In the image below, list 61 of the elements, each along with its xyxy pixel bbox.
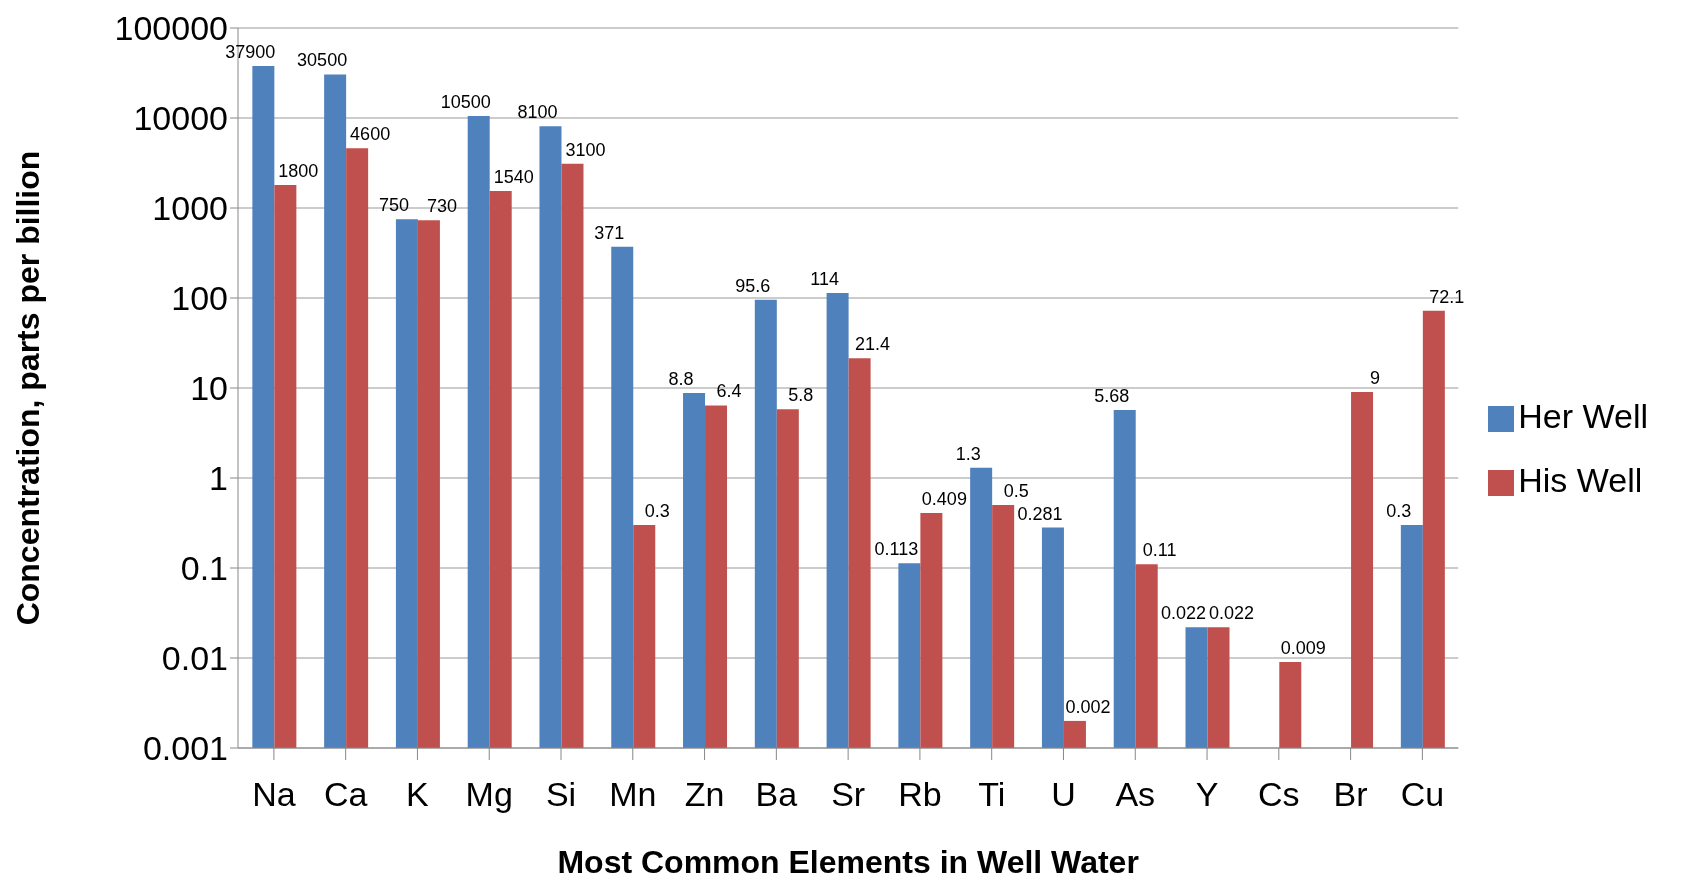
x-tick-label: U	[1051, 775, 1076, 814]
data-label: 0.3	[1386, 501, 1412, 522]
y-tick-label: 10	[190, 369, 228, 408]
x-tick-label: K	[406, 775, 430, 814]
data-label: 0.022	[1160, 603, 1207, 624]
data-label: 0.5	[1003, 481, 1029, 502]
x-tick-label: Sr	[831, 775, 866, 814]
x-tick-label: Ba	[755, 775, 798, 814]
data-label: 1.3	[955, 443, 981, 464]
x-tick-label: Y	[1195, 775, 1219, 814]
x-tick-label: Br	[1333, 775, 1368, 814]
data-label: 72.1	[1429, 286, 1465, 307]
y-tick-label: 10000	[133, 99, 228, 138]
y-tick-label: 1	[209, 459, 228, 498]
y-axis-title: Concentration, parts per billion	[10, 150, 47, 626]
data-label: 3100	[565, 139, 606, 160]
data-label: 9	[1370, 368, 1381, 389]
data-label: 8100	[517, 102, 558, 123]
data-label: 0.002	[1065, 696, 1111, 717]
x-tick-label: Ti	[978, 775, 1006, 814]
x-tick-label: Cu	[1400, 775, 1445, 814]
x-tick-label: Na	[252, 775, 296, 814]
x-tick-label: As	[1115, 775, 1156, 814]
x-tick-label: Zn	[684, 775, 725, 814]
data-label: 750	[378, 195, 409, 216]
data-label: 0.113	[874, 539, 919, 560]
data-label: 0.281	[1017, 503, 1063, 524]
data-label: 95.6	[735, 275, 771, 296]
legend-label: Her Well	[1518, 397, 1648, 435]
data-label: 10500	[440, 92, 491, 113]
data-label: 5.8	[788, 385, 814, 406]
data-label: 4600	[350, 124, 391, 145]
data-label: 730	[426, 196, 457, 217]
data-label: 6.4	[716, 381, 742, 402]
x-tick-label: Mg	[465, 775, 513, 814]
data-label: 8.8	[668, 369, 694, 389]
data-label: 0.3	[644, 501, 670, 522]
data-label: 1540	[493, 167, 534, 188]
x-tick-label: Rb	[898, 775, 942, 814]
data-label: 37900	[225, 41, 276, 62]
x-tick-label: Mn	[609, 775, 657, 814]
y-tick-label: 0.01	[161, 639, 228, 678]
legend-label: His Well	[1518, 461, 1643, 499]
x-tick-label: Si	[545, 775, 577, 814]
data-label: 371	[594, 222, 625, 243]
y-tick-label: 0.001	[142, 729, 228, 768]
data-label: 0.009	[1280, 638, 1326, 659]
y-tick-label: 1000	[152, 189, 228, 228]
y-tick-label: 100	[171, 279, 228, 318]
y-tick-label: 0.1	[180, 549, 228, 588]
x-axis-title: Most Common Elements in Well Water	[557, 844, 1139, 880]
x-tick-label: Ca	[323, 775, 368, 814]
data-label: 21.4	[855, 334, 891, 355]
data-label: 0.11	[1142, 540, 1177, 561]
data-label: 0.022	[1208, 603, 1255, 624]
data-label: 5.68	[1094, 386, 1130, 407]
data-label: 0.409	[921, 488, 967, 509]
data-label: 114	[810, 268, 839, 289]
data-label: 1800	[278, 161, 319, 182]
data-label: 30500	[297, 50, 348, 71]
x-tick-label: Cs	[1258, 775, 1300, 814]
